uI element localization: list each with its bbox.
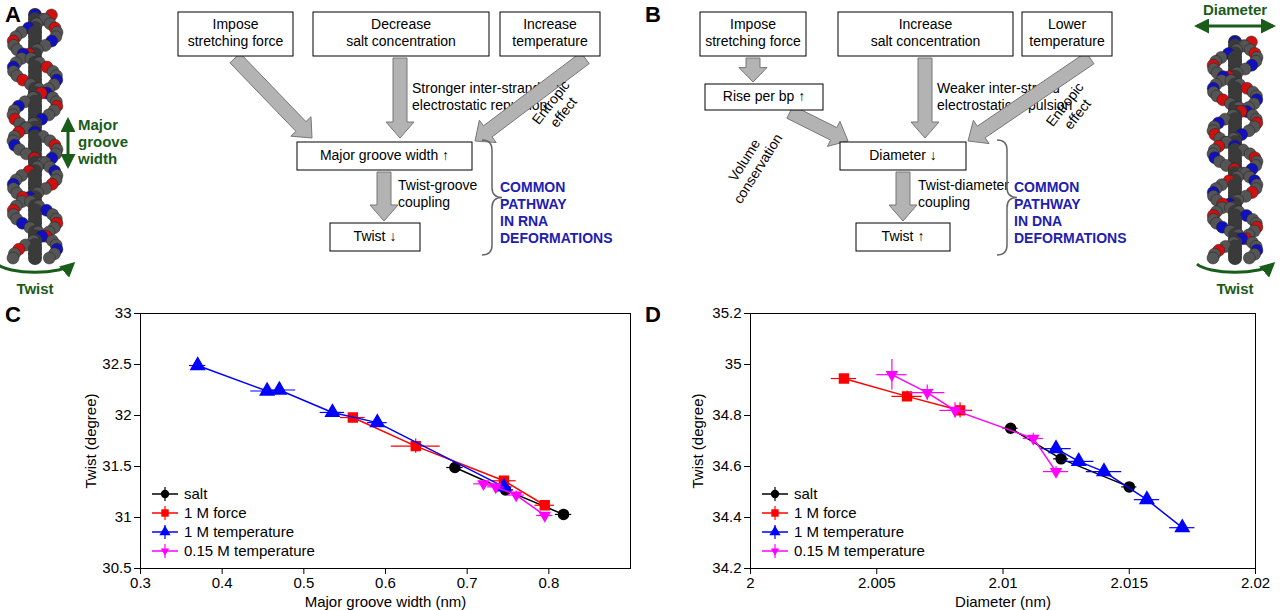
svg-text:Twist-groovecoupling: Twist-groovecoupling xyxy=(398,177,478,210)
svg-text:32: 32 xyxy=(115,406,132,423)
svg-text:34.6: 34.6 xyxy=(712,457,741,474)
svg-text:Imposestretching force: Imposestretching force xyxy=(188,16,284,49)
svg-text:B: B xyxy=(645,2,661,27)
svg-text:Entropiceffect: Entropiceffect xyxy=(1043,79,1100,139)
html-text:0.15 M temperature: 0.15 M temperature xyxy=(184,542,315,559)
svg-text:COMMONPATHWAYIN RNADEFORMATION: COMMONPATHWAYIN RNADEFORMATIONS xyxy=(500,179,613,246)
svg-text:34.4: 34.4 xyxy=(712,508,741,525)
svg-text:COMMONPATHWAYIN DNADEFORMATION: COMMONPATHWAYIN DNADEFORMATIONS xyxy=(1014,179,1127,246)
svg-text:31: 31 xyxy=(115,508,132,525)
svg-text:Twist (degree): Twist (degree) xyxy=(689,393,706,488)
svg-text:Increasesalt concentration: Increasesalt concentration xyxy=(871,16,981,49)
svg-text:0.8: 0.8 xyxy=(538,574,559,591)
html-text:D: D xyxy=(645,302,661,327)
html-text:Weaker inter-strand: Weaker inter-strand xyxy=(937,80,1060,96)
svg-text:Increasetemperature: Increasetemperature xyxy=(512,16,588,49)
svg-text:Major groove width (nm): Major groove width (nm) xyxy=(305,593,467,610)
svg-text:35: 35 xyxy=(725,355,742,372)
html-text:0.15 M temperature: 0.15 M temperature xyxy=(794,542,925,559)
svg-text:0.6: 0.6 xyxy=(375,574,396,591)
svg-text:31.5: 31.5 xyxy=(102,457,131,474)
svg-text:Decreasesalt concentration: Decreasesalt concentration xyxy=(346,16,456,49)
svg-text:33: 33 xyxy=(115,304,132,321)
svg-text:Lowertemperature: Lowertemperature xyxy=(1029,16,1105,49)
svg-text:Twist: Twist xyxy=(16,280,53,297)
svg-text:Imposestretching force: Imposestretching force xyxy=(705,16,801,49)
html-text:C: C xyxy=(5,302,21,327)
svg-text:Twist (degree): Twist (degree) xyxy=(82,393,99,488)
svg-text:Twist: Twist xyxy=(1216,280,1253,297)
html-text:salt: salt xyxy=(794,485,818,502)
svg-text:0.3: 0.3 xyxy=(130,574,151,591)
svg-text:Diameter ↓: Diameter ↓ xyxy=(869,147,937,163)
html-text:electrostatic repulsion: electrostatic repulsion xyxy=(412,97,548,113)
svg-text:2.02: 2.02 xyxy=(1241,574,1270,591)
svg-text:35.2: 35.2 xyxy=(712,304,741,321)
svg-text:32.5: 32.5 xyxy=(102,355,131,372)
html-text:1 M force: 1 M force xyxy=(794,504,857,521)
svg-text:34.8: 34.8 xyxy=(712,406,741,423)
html-text:electrostatic repulsion: electrostatic repulsion xyxy=(937,97,1073,113)
svg-text:34.2: 34.2 xyxy=(712,559,741,576)
html-text:1 M temperature: 1 M temperature xyxy=(794,523,904,540)
svg-text:30.5: 30.5 xyxy=(102,559,131,576)
svg-text:0.7: 0.7 xyxy=(457,574,478,591)
svg-text:A: A xyxy=(5,2,21,27)
svg-text:2.01: 2.01 xyxy=(988,574,1017,591)
svg-text:Twist ↑: Twist ↑ xyxy=(882,228,925,244)
svg-text:Diameter: Diameter xyxy=(1203,1,1267,18)
svg-text:Twist ↓: Twist ↓ xyxy=(354,228,397,244)
svg-text:Twist-diametercoupling: Twist-diametercoupling xyxy=(918,177,1009,210)
html-text:salt: salt xyxy=(184,485,208,502)
svg-text:0.4: 0.4 xyxy=(212,574,233,591)
svg-text:Major groove width ↑: Major groove width ↑ xyxy=(320,147,449,163)
svg-text:2.015: 2.015 xyxy=(1110,574,1148,591)
svg-text:Rise per bp ↑: Rise per bp ↑ xyxy=(723,88,805,104)
svg-text:Volumeconservation: Volumeconservation xyxy=(716,122,785,206)
svg-text:Majorgroovewidth: Majorgroovewidth xyxy=(77,116,128,167)
svg-text:2: 2 xyxy=(746,574,754,591)
svg-text:Entropiceffect: Entropiceffect xyxy=(529,77,586,137)
svg-text:Diameter (nm): Diameter (nm) xyxy=(955,593,1051,610)
svg-text:0.5: 0.5 xyxy=(293,574,314,591)
html-text:1 M temperature: 1 M temperature xyxy=(184,523,294,540)
svg-text:2.005: 2.005 xyxy=(858,574,896,591)
html-text:1 M force: 1 M force xyxy=(184,504,247,521)
html-text:Stronger inter-strand: Stronger inter-strand xyxy=(412,80,541,96)
